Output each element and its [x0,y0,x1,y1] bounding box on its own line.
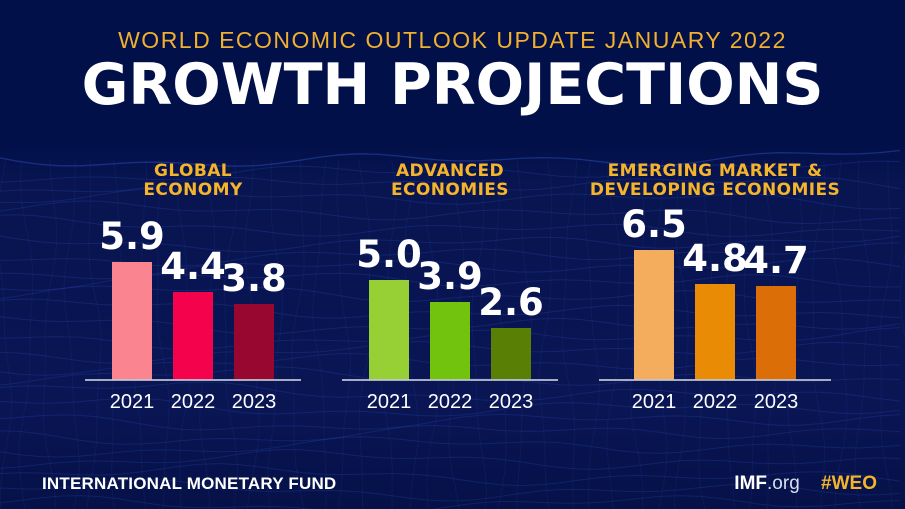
bar-value-label: 4.8 [682,237,748,280]
kicker: WORLD ECONOMIC OUTLOOK UPDATE JANUARY 20… [118,27,787,53]
bars-row: 5.9 4.4 3.8 [83,218,303,380]
group-title-line: ECONOMIES [391,180,509,200]
year-label: 2022 [427,391,473,413]
axis-baseline [342,379,558,381]
charts-row: GLOBAL ECONOMY 5.9 4.4 3.8 2021 2022 2023 ADVAN… [0,160,905,425]
bar-2021 [634,250,674,380]
year-label: 2022 [692,391,738,413]
year-labels: 2021 2022 2023 [597,391,833,414]
footer-website-imf: IMF [734,473,768,494]
bar-2023 [756,286,796,380]
bar-2022 [173,292,213,380]
bar-column-2022: 4.4 [160,248,226,380]
year-labels: 2021 2022 2023 [340,391,560,414]
footer-links: IMF.org #WEO [734,473,877,495]
bar-column-2021: 6.5 [621,206,687,380]
bar-2022 [695,284,735,380]
bar-value-label: 5.0 [356,233,422,276]
year-label: 2021 [109,391,155,413]
bars-row: 6.5 4.8 4.7 [597,206,833,380]
year-labels: 2021 2022 2023 [83,391,303,414]
group-title-line: ADVANCED [395,161,505,181]
bar-value-label: 3.9 [417,255,483,298]
bar-2021 [112,262,152,380]
bars-row: 5.0 3.9 2.6 [340,236,560,380]
group-title-line: DEVELOPING ECONOMIES [589,180,841,200]
group-title-line: GLOBAL [154,161,232,181]
bar-column-2021: 5.0 [356,236,422,380]
year-label: 2021 [366,391,412,413]
bar-column-2023: 2.6 [478,284,544,380]
bar-value-label: 4.7 [743,239,809,282]
group-title: ADVANCED ECONOMIES [315,162,585,200]
axis-baseline [599,379,831,381]
group-title-line: EMERGING MARKET & [607,161,823,181]
page-title: GROWTH PROJECTIONS [81,52,824,118]
axis-baseline [85,379,301,381]
year-label: 2023 [231,391,277,413]
year-label: 2022 [170,391,216,413]
bar-column-2023: 4.7 [743,242,809,380]
bar-column-2022: 3.9 [417,258,483,380]
bar-2023 [234,304,274,380]
footer-organization: INTERNATIONAL MONETARY FUND [42,474,337,493]
group-title: EMERGING MARKET & DEVELOPING ECONOMIES [572,162,858,200]
year-label: 2023 [753,391,799,413]
bar-2022 [430,302,470,380]
bar-value-label: 4.4 [160,245,226,288]
chart-advanced-economies: ADVANCED ECONOMIES 5.0 3.9 2.6 2021 2022 2023 [340,160,560,420]
group-title: GLOBAL ECONOMY [58,162,328,200]
footer-website-org: .org [767,473,800,494]
footer-hashtag: #WEO [821,473,877,494]
bar-column-2023: 3.8 [221,260,287,380]
bar-2021 [369,280,409,380]
bar-column-2021: 5.9 [99,218,165,380]
bar-column-2022: 4.8 [682,240,748,380]
group-title-line: ECONOMY [143,180,243,200]
bar-value-label: 3.8 [221,257,287,300]
year-label: 2023 [488,391,534,413]
bar-value-label: 6.5 [621,203,687,246]
year-label: 2021 [631,391,677,413]
chart-global-economy: GLOBAL ECONOMY 5.9 4.4 3.8 2021 2022 2023 [83,160,303,420]
bar-value-label: 5.9 [99,215,165,258]
chart-emerging-developing-economies: EMERGING MARKET & DEVELOPING ECONOMIES 6.5… [590,160,840,420]
bar-value-label: 2.6 [478,281,544,324]
bar-2023 [491,328,531,380]
